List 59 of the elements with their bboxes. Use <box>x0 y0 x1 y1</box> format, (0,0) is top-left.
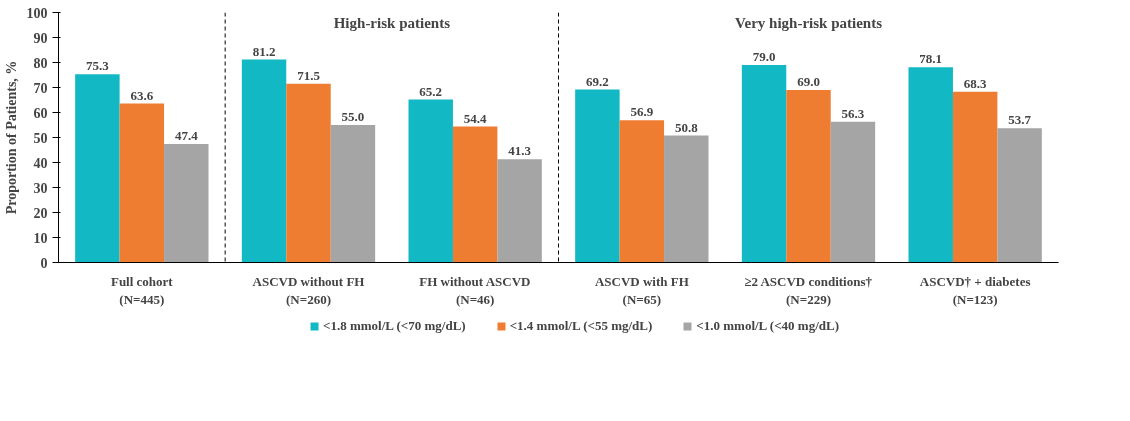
text: 69.0 <box>797 74 820 89</box>
bar <box>408 99 453 263</box>
bar <box>286 83 331 263</box>
bar <box>497 159 542 263</box>
bar <box>330 125 376 263</box>
y-tick-label: 40 <box>33 155 48 171</box>
text: 53.7 <box>1008 112 1031 128</box>
bar <box>75 74 120 263</box>
text: 78.1 <box>919 51 943 67</box>
y-tick-label: 80 <box>33 55 48 71</box>
text: 41.3 <box>508 143 531 159</box>
bar <box>997 128 1042 263</box>
annotation: High-risk patients <box>333 14 451 31</box>
bar <box>452 126 498 263</box>
y-tick-label: 50 <box>33 130 48 146</box>
text: 68.3 <box>963 75 987 91</box>
annotation: Very high-risk patients <box>735 14 883 31</box>
text: 75.3 <box>86 58 109 74</box>
text: 56.3 <box>841 105 865 121</box>
text: 55.0 <box>341 109 365 124</box>
bar <box>241 59 287 263</box>
bar <box>908 67 953 263</box>
bar <box>619 120 665 263</box>
legend-label: <1.8 mmol/L (<70 mg/dL) <box>323 318 466 334</box>
y-tick-label: 60 <box>33 105 48 121</box>
text: 81.2 <box>252 43 276 59</box>
x-tick-label: ASCVD without FH (N=260) <box>252 273 365 307</box>
bar <box>119 103 165 263</box>
y-tick-label: 90 <box>33 30 48 46</box>
text: 71.5 <box>297 67 320 83</box>
bar <box>664 135 709 263</box>
text: 65.2 <box>419 83 443 99</box>
text: 50.8 <box>674 119 698 135</box>
text: 54.4 <box>463 110 487 126</box>
legend-label: <1.0 mmol/L (<40 mg/dL) <box>696 318 839 334</box>
text: 79.0 <box>752 49 776 64</box>
bar <box>741 65 787 263</box>
y-tick-label: 30 <box>33 180 48 196</box>
bar <box>164 144 209 263</box>
y-tick-label: 100 <box>26 5 48 21</box>
y-tick-label: 70 <box>33 80 48 96</box>
text: 56.9 <box>630 104 654 120</box>
y-tick-label: 10 <box>33 230 48 246</box>
bar <box>575 89 620 263</box>
text: 69.2 <box>586 73 609 89</box>
legend-label: <1.4 mmol/L (<55 mg/dL) <box>509 318 653 334</box>
bar <box>786 90 831 263</box>
x-tick-label: ≥2 ASCVD conditions† (N=229) <box>744 273 873 307</box>
x-tick-label: FH without ASCVD (N=46) <box>419 273 531 307</box>
bar <box>830 121 876 263</box>
y-tick-label: 0 <box>40 255 48 271</box>
bar <box>952 91 998 263</box>
x-tick-label: ASCVD† + diabetes (N=123) <box>919 273 1031 307</box>
text: 47.4 <box>174 128 198 143</box>
x-tick-label: Full cohort (N=445) <box>110 273 174 307</box>
text: 63.6 <box>130 87 154 103</box>
x-tick-label: ASCVD with FH (N=65) <box>594 273 689 307</box>
y-axis-title: Proportion of Patients, % <box>3 60 19 215</box>
y-tick-label: 20 <box>33 205 48 221</box>
